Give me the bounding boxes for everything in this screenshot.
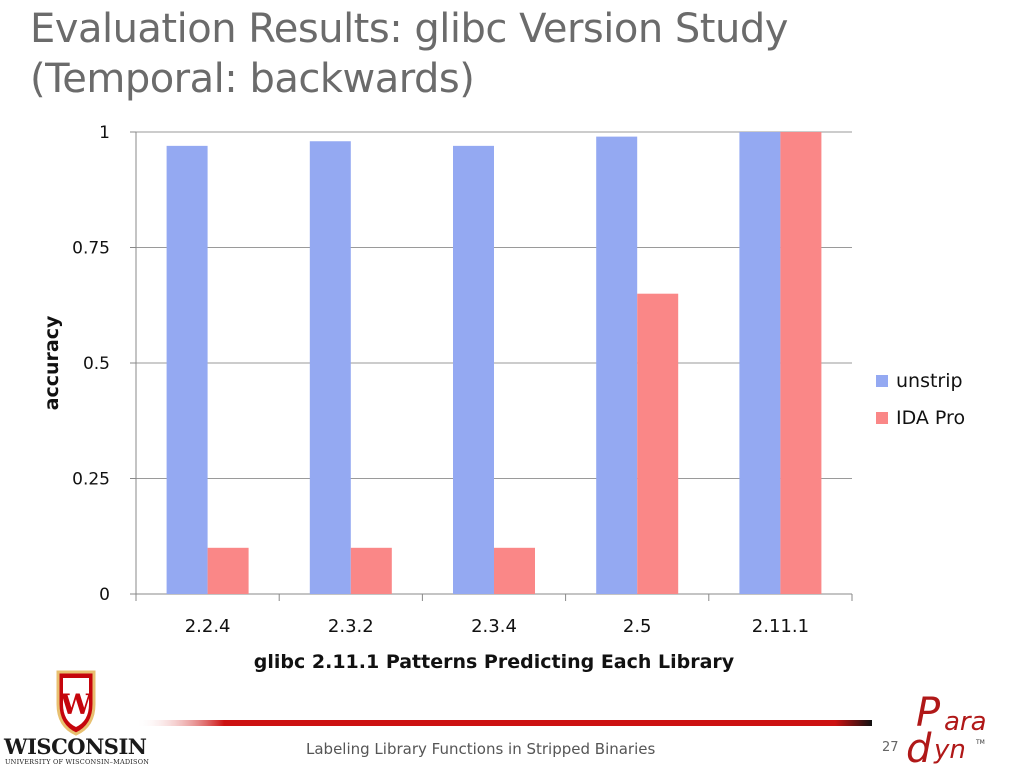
- bar-ida-pro: [207, 547, 249, 594]
- bar-unstrip: [596, 136, 638, 594]
- paradyn-logo-icon: P ara d yn TM: [906, 690, 987, 768]
- y-tick-label: 0.5: [83, 354, 110, 374]
- legend-swatch-ida-pro: [876, 412, 888, 424]
- legend-label: unstrip: [896, 370, 963, 392]
- bar-ida-pro: [494, 547, 535, 594]
- y-tick-label: 0.25: [72, 470, 110, 490]
- bar-ida-pro: [637, 293, 679, 594]
- bar-unstrip: [166, 145, 208, 595]
- slide-title: Evaluation Results: glibc Version Study …: [30, 4, 1010, 104]
- svg-text:W: W: [59, 688, 92, 721]
- svg-text:d: d: [906, 726, 932, 768]
- uw-subtitle: UNIVERSITY OF WISCONSIN–MADISON: [5, 758, 150, 766]
- svg-text:yn: yn: [933, 735, 966, 765]
- y-axis-label: accuracy: [41, 315, 63, 410]
- legend-swatch-unstrip: [876, 375, 888, 387]
- bar-unstrip: [453, 145, 494, 595]
- y-tick-label: 0: [99, 585, 110, 605]
- uw-crest-icon: W: [56, 670, 96, 736]
- x-tick-label: 2.3.4: [471, 616, 517, 637]
- x-tick-label: 2.11.1: [752, 616, 809, 637]
- red-rule-bar: [136, 720, 872, 726]
- svg-text:ara: ara: [944, 707, 987, 737]
- svg-text:TM: TM: [975, 739, 985, 746]
- y-tick-label: 0.75: [72, 239, 110, 259]
- bar-unstrip: [739, 132, 781, 594]
- svg-text:P: P: [916, 690, 941, 736]
- slide-title-line2: (Temporal: backwards): [30, 56, 475, 102]
- x-tick-label: 2.5: [623, 616, 652, 637]
- bar-unstrip: [309, 141, 351, 595]
- slide-title-line1: Evaluation Results: glibc Version Study: [30, 6, 788, 52]
- bar-chart: 0 0.25 0.5 0.75 1 2.2.4 2.3.2 2.3.4 2.5 2.11.1 gli…: [41, 123, 965, 673]
- x-axis-label: glibc 2.11.1 Patterns Predicting Each Li…: [254, 651, 735, 673]
- bar-ida-pro: [780, 132, 822, 594]
- uw-wordmark: WISCONSIN: [4, 734, 147, 759]
- footer-text: Labeling Library Functions in Stripped B…: [306, 740, 656, 758]
- x-tick-label: 2.3.2: [328, 616, 374, 637]
- page-number: 27: [882, 740, 899, 755]
- x-tick-label: 2.2.4: [185, 616, 231, 637]
- bar-ida-pro: [350, 547, 392, 594]
- legend-label: IDA Pro: [896, 407, 965, 429]
- y-tick-label: 1: [99, 123, 110, 143]
